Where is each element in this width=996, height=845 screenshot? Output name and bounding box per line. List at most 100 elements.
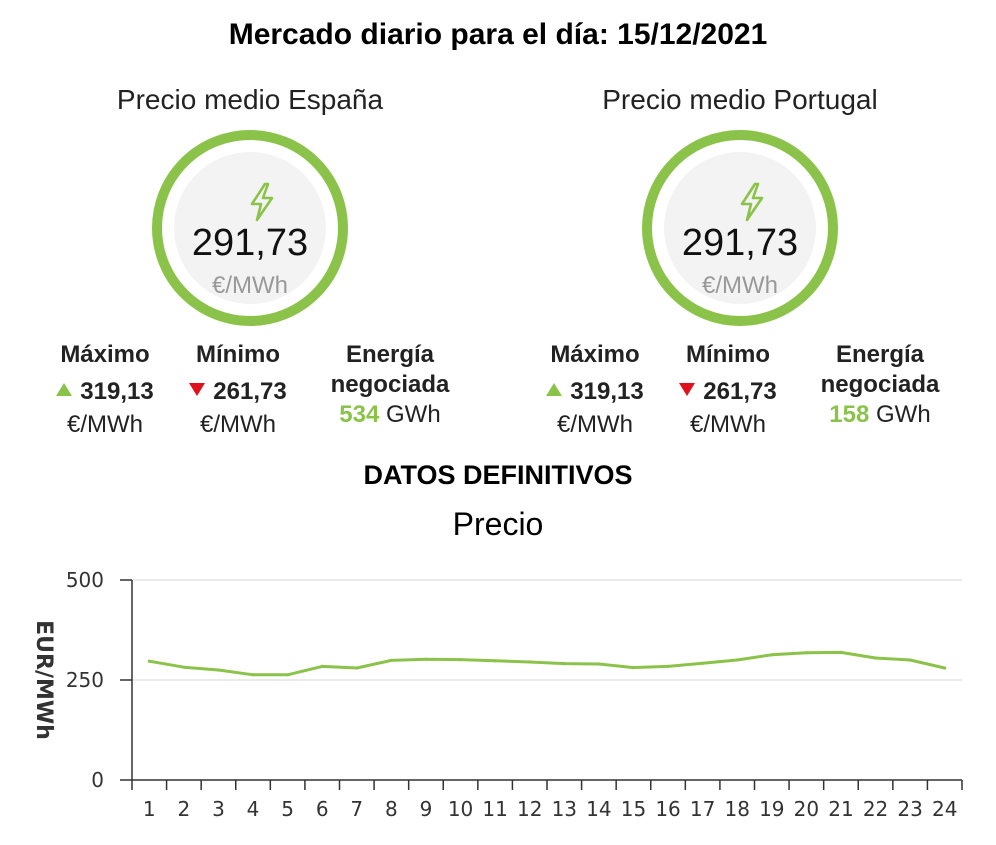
- data-point: [770, 653, 774, 657]
- x-tick-label: 19: [759, 797, 784, 821]
- spain-price-gauge: 291,73 €/MWh: [152, 130, 348, 326]
- data-point: [804, 651, 808, 655]
- spain-energy-row: 534 GWh: [310, 400, 470, 430]
- y-tick-label: 0: [91, 768, 104, 792]
- portugal-energy-value: 158: [829, 401, 870, 428]
- x-tick-label: 10: [448, 797, 473, 821]
- x-tick-label: 3: [212, 797, 225, 821]
- portugal-energy-row: 158 GWh: [800, 400, 960, 430]
- portugal-price-gauge: 291,73 €/MWh: [642, 130, 838, 326]
- x-tick-label: 24: [932, 797, 957, 821]
- x-tick-label: 14: [586, 797, 611, 821]
- data-point: [320, 664, 324, 668]
- data-point: [216, 668, 221, 672]
- price-series-line: [149, 650, 946, 677]
- portugal-energy-label-2: negociada: [820, 371, 940, 398]
- chart-title: Precio: [452, 506, 544, 542]
- x-tick-label: 4: [247, 797, 260, 821]
- spain-energy-label-2: negociada: [330, 371, 450, 398]
- data-point: [562, 662, 566, 666]
- spain-panel-title: Precio medio España: [116, 84, 384, 115]
- data-point: [528, 660, 532, 664]
- triangle-up-icon: [546, 383, 563, 397]
- spain-gauge-inner: 291,73 €/MWh: [174, 152, 326, 304]
- spain-energy-label-1: Energía: [345, 341, 435, 368]
- portugal-energy-label-1: Energía: [835, 341, 925, 368]
- spain-energy-unit: GWh: [386, 401, 441, 428]
- lightning-bolt-icon: [250, 182, 274, 222]
- portugal-panel-title: Precio medio Portugal: [602, 84, 878, 115]
- portugal-min-unit: €/MWh: [689, 411, 766, 438]
- spain-min-stat: Mínimo 261,73 €/MWh: [178, 340, 298, 440]
- chart-series: [147, 650, 947, 677]
- x-tick-label: 18: [724, 797, 749, 821]
- x-tick-label: 23: [897, 797, 922, 821]
- data-point: [424, 657, 428, 661]
- data-point: [873, 656, 878, 660]
- x-tick-label: 15: [621, 797, 646, 821]
- portugal-max-stat: Máximo 319,13 €/MWh: [530, 340, 660, 440]
- data-point: [286, 673, 290, 677]
- portugal-min-label: Mínimo: [686, 341, 770, 368]
- portugal-average-price: 291,73: [681, 222, 799, 264]
- spain-min-label: Mínimo: [196, 341, 280, 368]
- spain-max-label: Máximo: [60, 341, 150, 368]
- portugal-energy-unit: GWh: [876, 401, 931, 428]
- x-tick-label: 21: [828, 797, 853, 821]
- portugal-max-value-row: 319,13: [530, 374, 660, 410]
- data-point: [147, 659, 151, 663]
- data-point: [701, 661, 705, 665]
- lightning-bolt-icon: [740, 182, 764, 222]
- x-tick-label: 7: [350, 797, 363, 821]
- x-tick-label: 16: [655, 797, 680, 821]
- x-tick-label: 5: [281, 797, 294, 821]
- triangle-down-icon: [189, 383, 206, 397]
- chart-grid: [132, 579, 962, 681]
- portugal-max-label: Máximo: [550, 341, 640, 368]
- x-tick-label: 20: [794, 797, 819, 821]
- x-tick-label: 12: [517, 797, 542, 821]
- spain-average-price: 291,73: [191, 222, 309, 264]
- portugal-gauge-inner: 291,73 €/MWh: [664, 152, 816, 304]
- x-tick-label: 13: [552, 797, 577, 821]
- triangle-up-icon: [56, 383, 73, 397]
- x-tick-label: 2: [178, 797, 191, 821]
- spain-price-unit: €/MWh: [211, 272, 288, 299]
- spain-min-value-row: 261,73: [178, 374, 298, 410]
- data-point: [839, 650, 843, 654]
- triangle-down-icon: [679, 383, 696, 397]
- data-point: [631, 666, 636, 670]
- x-tick-label: 1: [143, 797, 156, 821]
- x-tick-label: 11: [482, 797, 507, 821]
- data-point: [597, 662, 601, 666]
- portugal-max-unit: €/MWh: [556, 411, 633, 438]
- data-point: [251, 673, 255, 677]
- spain-max-unit: €/MWh: [66, 411, 143, 438]
- spain-max-value-row: 319,13: [40, 374, 170, 410]
- spain-min-value: 261,73: [213, 378, 287, 405]
- data-point: [908, 658, 912, 662]
- y-tick-label: 250: [66, 668, 104, 692]
- data-point: [389, 658, 393, 662]
- spain-energy-value: 534: [339, 401, 380, 428]
- data-point: [735, 658, 739, 662]
- page-title: Mercado diario para el día: 15/12/2021: [228, 18, 768, 51]
- portugal-price-unit: €/MWh: [701, 272, 778, 299]
- portugal-energy-stat: Energía negociada 158 GWh: [800, 340, 960, 430]
- y-axis-title: EUR/MWh: [31, 620, 56, 740]
- y-tick-label: 500: [66, 568, 104, 592]
- data-point: [182, 665, 186, 669]
- portugal-min-value: 261,73: [703, 378, 777, 405]
- spain-min-unit: €/MWh: [199, 411, 276, 438]
- data-point: [943, 666, 947, 670]
- x-tick-label: 17: [690, 797, 715, 821]
- portugal-max-value: 319,13: [570, 378, 644, 405]
- spain-max-stat: Máximo 319,13 €/MWh: [40, 340, 170, 440]
- spain-max-value: 319,13: [80, 378, 154, 405]
- chart-axes: [120, 579, 963, 790]
- x-tick-label: 9: [420, 797, 433, 821]
- x-tick-label: 8: [385, 797, 398, 821]
- section-title: DATOS DEFINITIVOS: [363, 460, 633, 490]
